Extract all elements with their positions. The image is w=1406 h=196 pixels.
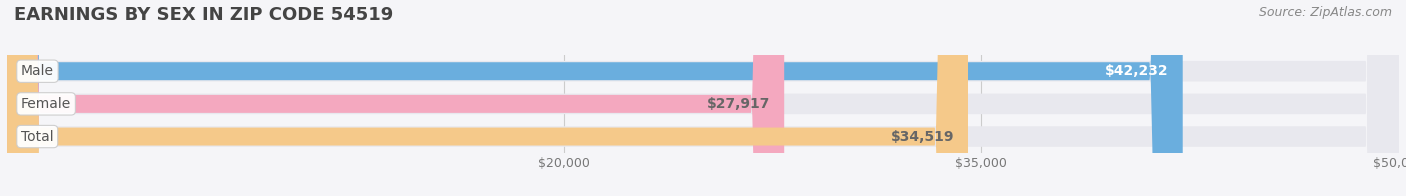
FancyBboxPatch shape [7,0,785,196]
FancyBboxPatch shape [7,0,1399,196]
Text: $34,519: $34,519 [890,130,955,143]
FancyBboxPatch shape [7,0,1399,196]
Text: Female: Female [21,97,72,111]
Text: Male: Male [21,64,53,78]
FancyBboxPatch shape [7,0,1399,196]
FancyBboxPatch shape [7,0,1182,196]
Text: $27,917: $27,917 [707,97,770,111]
Text: Total: Total [21,130,53,143]
Text: EARNINGS BY SEX IN ZIP CODE 54519: EARNINGS BY SEX IN ZIP CODE 54519 [14,6,394,24]
FancyBboxPatch shape [7,0,967,196]
Text: $42,232: $42,232 [1105,64,1168,78]
Text: Source: ZipAtlas.com: Source: ZipAtlas.com [1258,6,1392,19]
